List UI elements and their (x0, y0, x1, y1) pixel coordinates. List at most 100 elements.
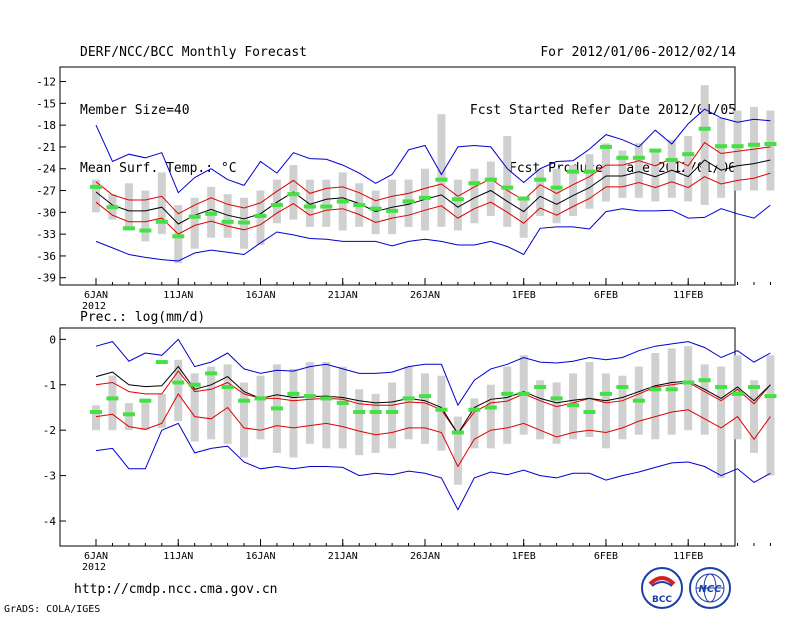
obs-marker (616, 385, 629, 390)
spread-box (322, 179, 331, 227)
envelope-upper-line (95, 108, 771, 194)
x-tick-label: 6FEB (594, 551, 618, 562)
y-tick-label: -4 (43, 515, 57, 528)
x-tick-label: 21JAN (328, 290, 358, 301)
x-tick-year: 2012 (82, 562, 106, 573)
spread-box (92, 405, 100, 431)
obs-marker (419, 394, 431, 399)
spread-box (453, 416, 462, 485)
start-date: Fcst Started Refer Date 2012/01/05 (469, 103, 736, 118)
y-tick-label: -15 (36, 97, 56, 110)
obs-marker (731, 391, 744, 396)
obs-marker (353, 410, 366, 415)
obs-marker (599, 144, 612, 149)
spread-box (338, 366, 347, 449)
envelope-upper-line (95, 338, 771, 407)
x-tick-label: 26JAN (410, 290, 440, 301)
obs-marker (287, 192, 300, 197)
spread-lower-line (95, 392, 771, 468)
spread-box (272, 179, 281, 224)
obs-marker (665, 387, 678, 392)
y-tick-label: -2 (43, 424, 56, 437)
x-tick-label: 6FEB (594, 290, 618, 301)
y-tick-label: 0 (49, 333, 56, 346)
obs-marker (303, 394, 316, 399)
y-tick-label: -33 (36, 228, 56, 241)
footer-url[interactable]: http://cmdp.ncc.cma.gov.cn (74, 582, 278, 597)
obs-marker (517, 391, 530, 396)
obs-marker (501, 391, 514, 396)
spread-box (651, 150, 660, 202)
x-tick-label: 16JAN (245, 551, 275, 562)
x-tick-label: 26JAN (410, 551, 440, 562)
obs-marker (451, 430, 464, 435)
obs-marker (287, 391, 300, 396)
obs-marker (270, 203, 283, 208)
spread-box (371, 393, 380, 453)
spread-box (503, 366, 512, 444)
spread-box (124, 402, 133, 431)
x-tick-year: 2012 (82, 301, 106, 312)
obs-marker (402, 396, 415, 401)
obs-marker (451, 197, 464, 202)
spread-box (404, 366, 413, 440)
spread-box (552, 168, 561, 224)
grads-credit: GrADS: COLA/IGES (4, 604, 101, 615)
x-tick-label: 11FEB (673, 290, 703, 301)
obs-marker (567, 169, 580, 174)
spread-box (223, 364, 232, 444)
x-tick-label: 11JAN (163, 290, 193, 301)
obs-marker (731, 144, 744, 149)
x-tick-label: 1FEB (512, 290, 536, 301)
spread-box (618, 150, 627, 198)
obs-marker (419, 195, 431, 200)
spread-box (141, 190, 150, 242)
obs-marker (517, 196, 530, 201)
x-tick-label: 6JAN (84, 551, 108, 562)
spread-box (437, 375, 446, 451)
x-tick-label: 6JAN (84, 290, 108, 301)
obs-marker (336, 199, 349, 204)
spread-box (700, 85, 709, 206)
obs-marker (303, 204, 316, 209)
obs-marker (402, 199, 415, 204)
header-right: For 2012/01/06-2012/02/14 Fcst Started R… (470, 8, 736, 200)
spread-box (92, 179, 100, 213)
obs-marker (748, 142, 760, 147)
spread-box (223, 194, 232, 238)
spread-box (766, 355, 775, 476)
spread-box (536, 168, 545, 216)
spread-box (536, 380, 545, 440)
obs-marker (336, 400, 349, 405)
obs-marker (534, 385, 547, 390)
envelope-lower-line (95, 422, 771, 511)
obs-marker (221, 219, 234, 224)
spread-upper-line (95, 141, 771, 215)
spread-box (618, 375, 627, 440)
spread-box (486, 384, 495, 449)
bcc-logo-text: BCC (652, 595, 672, 605)
spread-box (108, 375, 117, 431)
spread-box (766, 110, 775, 191)
spread-box (684, 346, 693, 431)
obs-marker (369, 206, 382, 211)
obs-marker (369, 410, 382, 415)
obs-marker (172, 234, 185, 239)
spread-box (421, 373, 429, 444)
spread-box (190, 373, 199, 442)
obs-marker (172, 380, 185, 385)
obs-marker (682, 152, 695, 157)
spread-box (733, 355, 742, 440)
spread-box (717, 366, 726, 478)
spread-box (519, 197, 528, 238)
x-tick-label: 16JAN (245, 290, 275, 301)
header-left: DERF/NCC/BCC Monthly Forecast Member Siz… (80, 8, 307, 200)
obs-marker (270, 406, 283, 411)
x-tick-label: 21JAN (328, 551, 358, 562)
obs-marker (550, 185, 563, 190)
spread-box (289, 368, 298, 458)
ncc-logo: NCC (689, 567, 731, 609)
spread-box (700, 364, 709, 435)
